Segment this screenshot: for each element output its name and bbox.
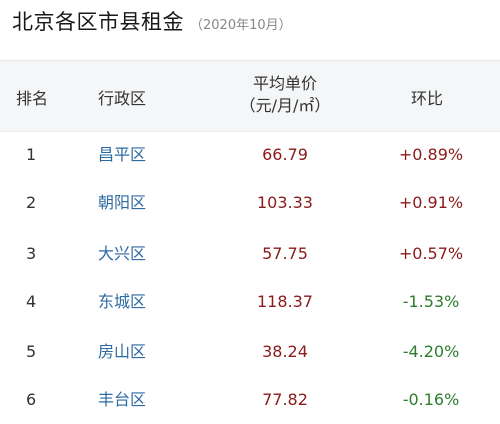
header-rank: 排名	[15, 89, 48, 108]
table-row: 6 丰台区 77.82 -0.16%	[0, 376, 500, 424]
district-link[interactable]: 丰台区	[98, 390, 147, 409]
change-cell: +0.91%	[398, 193, 464, 212]
header-change: 环比	[410, 89, 443, 108]
header-price: 平均单价 （元/月/㎡）	[220, 73, 350, 117]
change-cell: +0.89%	[398, 145, 464, 164]
district-link[interactable]: 朝阳区	[98, 193, 147, 212]
rank-cell: 2	[26, 193, 37, 212]
change-cell: +0.57%	[398, 244, 464, 263]
table-row: 4 东城区 118.37 -1.53%	[0, 278, 500, 326]
rank-cell: 6	[26, 390, 37, 409]
rank-cell: 1	[26, 145, 37, 164]
table-row: 3 大兴区 57.75 +0.57%	[0, 230, 500, 278]
table-row: 2 朝阳区 103.33 +0.91%	[0, 179, 500, 227]
table-header: 排名 行政区 平均单价 （元/月/㎡） 环比	[0, 60, 500, 132]
rank-cell: 4	[26, 292, 37, 311]
district-link[interactable]: 大兴区	[98, 244, 147, 263]
table-row: 1 昌平区 66.79 +0.89%	[0, 131, 500, 179]
header-district: 行政区	[98, 89, 147, 108]
rank-cell: 5	[26, 342, 37, 361]
price-cell: 38.24	[262, 342, 308, 361]
price-cell: 77.82	[262, 390, 308, 409]
rank-cell: 3	[26, 244, 37, 263]
title-bar: 北京各区市县租金 （2020年10月）	[12, 6, 292, 40]
table-row: 5 房山区 38.24 -4.20%	[0, 328, 500, 376]
price-cell: 118.37	[257, 292, 313, 311]
page-title: 北京各区市县租金	[12, 10, 184, 34]
header-price-unit: （元/月/㎡）	[239, 96, 331, 115]
price-cell: 66.79	[262, 145, 308, 164]
district-link[interactable]: 房山区	[98, 342, 147, 361]
change-cell: -1.53%	[402, 292, 460, 311]
page-subtitle: （2020年10月）	[190, 18, 292, 33]
change-cell: -0.16%	[402, 390, 460, 409]
price-cell: 103.33	[257, 193, 313, 212]
change-cell: -4.20%	[402, 342, 460, 361]
district-link[interactable]: 东城区	[98, 292, 147, 311]
district-link[interactable]: 昌平区	[98, 145, 147, 164]
header-price-label: 平均单价	[252, 74, 317, 93]
price-cell: 57.75	[262, 244, 308, 263]
